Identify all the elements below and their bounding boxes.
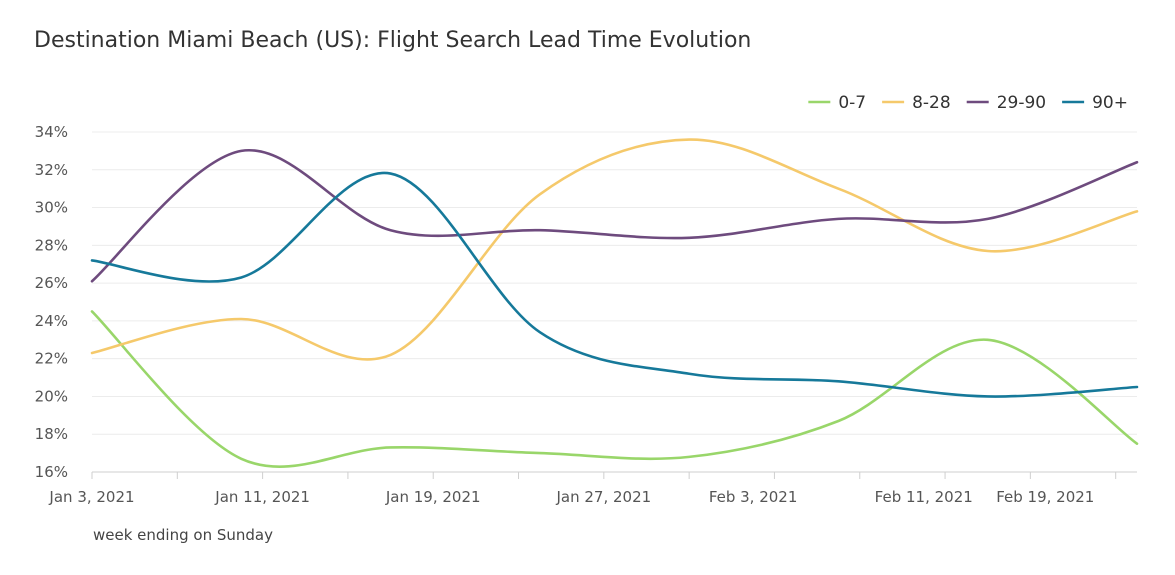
y-tick-label: 24% — [35, 312, 68, 330]
x-tick-label: Jan 11, 2021 — [214, 488, 310, 506]
x-axis-title: week ending on Sunday — [93, 526, 273, 544]
legend-label: 29-90 — [997, 93, 1046, 113]
x-tick-label: Jan 19, 2021 — [385, 488, 481, 506]
y-tick-label: 30% — [35, 199, 68, 217]
grid-lines — [92, 131, 1137, 473]
legend-label: 0-7 — [838, 93, 866, 113]
x-tick-label: Feb 11, 2021 — [875, 488, 973, 506]
series-lines — [90, 138, 1139, 468]
legend-label: 8-28 — [912, 93, 951, 113]
y-tick-label: 34% — [35, 123, 68, 141]
y-tick-label: 28% — [35, 236, 68, 254]
series-line-8-28[interactable] — [90, 138, 1139, 361]
x-tick-label: Jan 3, 2021 — [48, 488, 134, 506]
y-tick-label: 22% — [35, 350, 68, 368]
y-tick-label: 16% — [35, 463, 68, 481]
x-tick-label: Feb 19, 2021 — [996, 488, 1094, 506]
y-tick-label: 18% — [35, 425, 68, 443]
y-tick-label: 26% — [35, 274, 68, 292]
axes: 16% 18% 20% 22% 24% 26% 28% 30% 32% 34% Jan 3, 202… — [35, 123, 1137, 506]
legend-label: 90+ — [1092, 93, 1128, 113]
series-line-29-90[interactable] — [90, 148, 1139, 283]
x-tick-label: Jan 27, 2021 — [555, 488, 651, 506]
series-line-0-7[interactable] — [90, 310, 1139, 468]
y-tick-label: 32% — [35, 161, 68, 179]
series-line-90+[interactable] — [90, 171, 1139, 398]
y-tick-label: 20% — [35, 387, 68, 405]
chart-title: Destination Miami Beach (US): Flight Sea… — [34, 28, 752, 53]
x-tick-label: Feb 3, 2021 — [709, 488, 798, 506]
legend[interactable]: 90+ 29-90 8-28 0-7 — [808, 93, 1128, 113]
